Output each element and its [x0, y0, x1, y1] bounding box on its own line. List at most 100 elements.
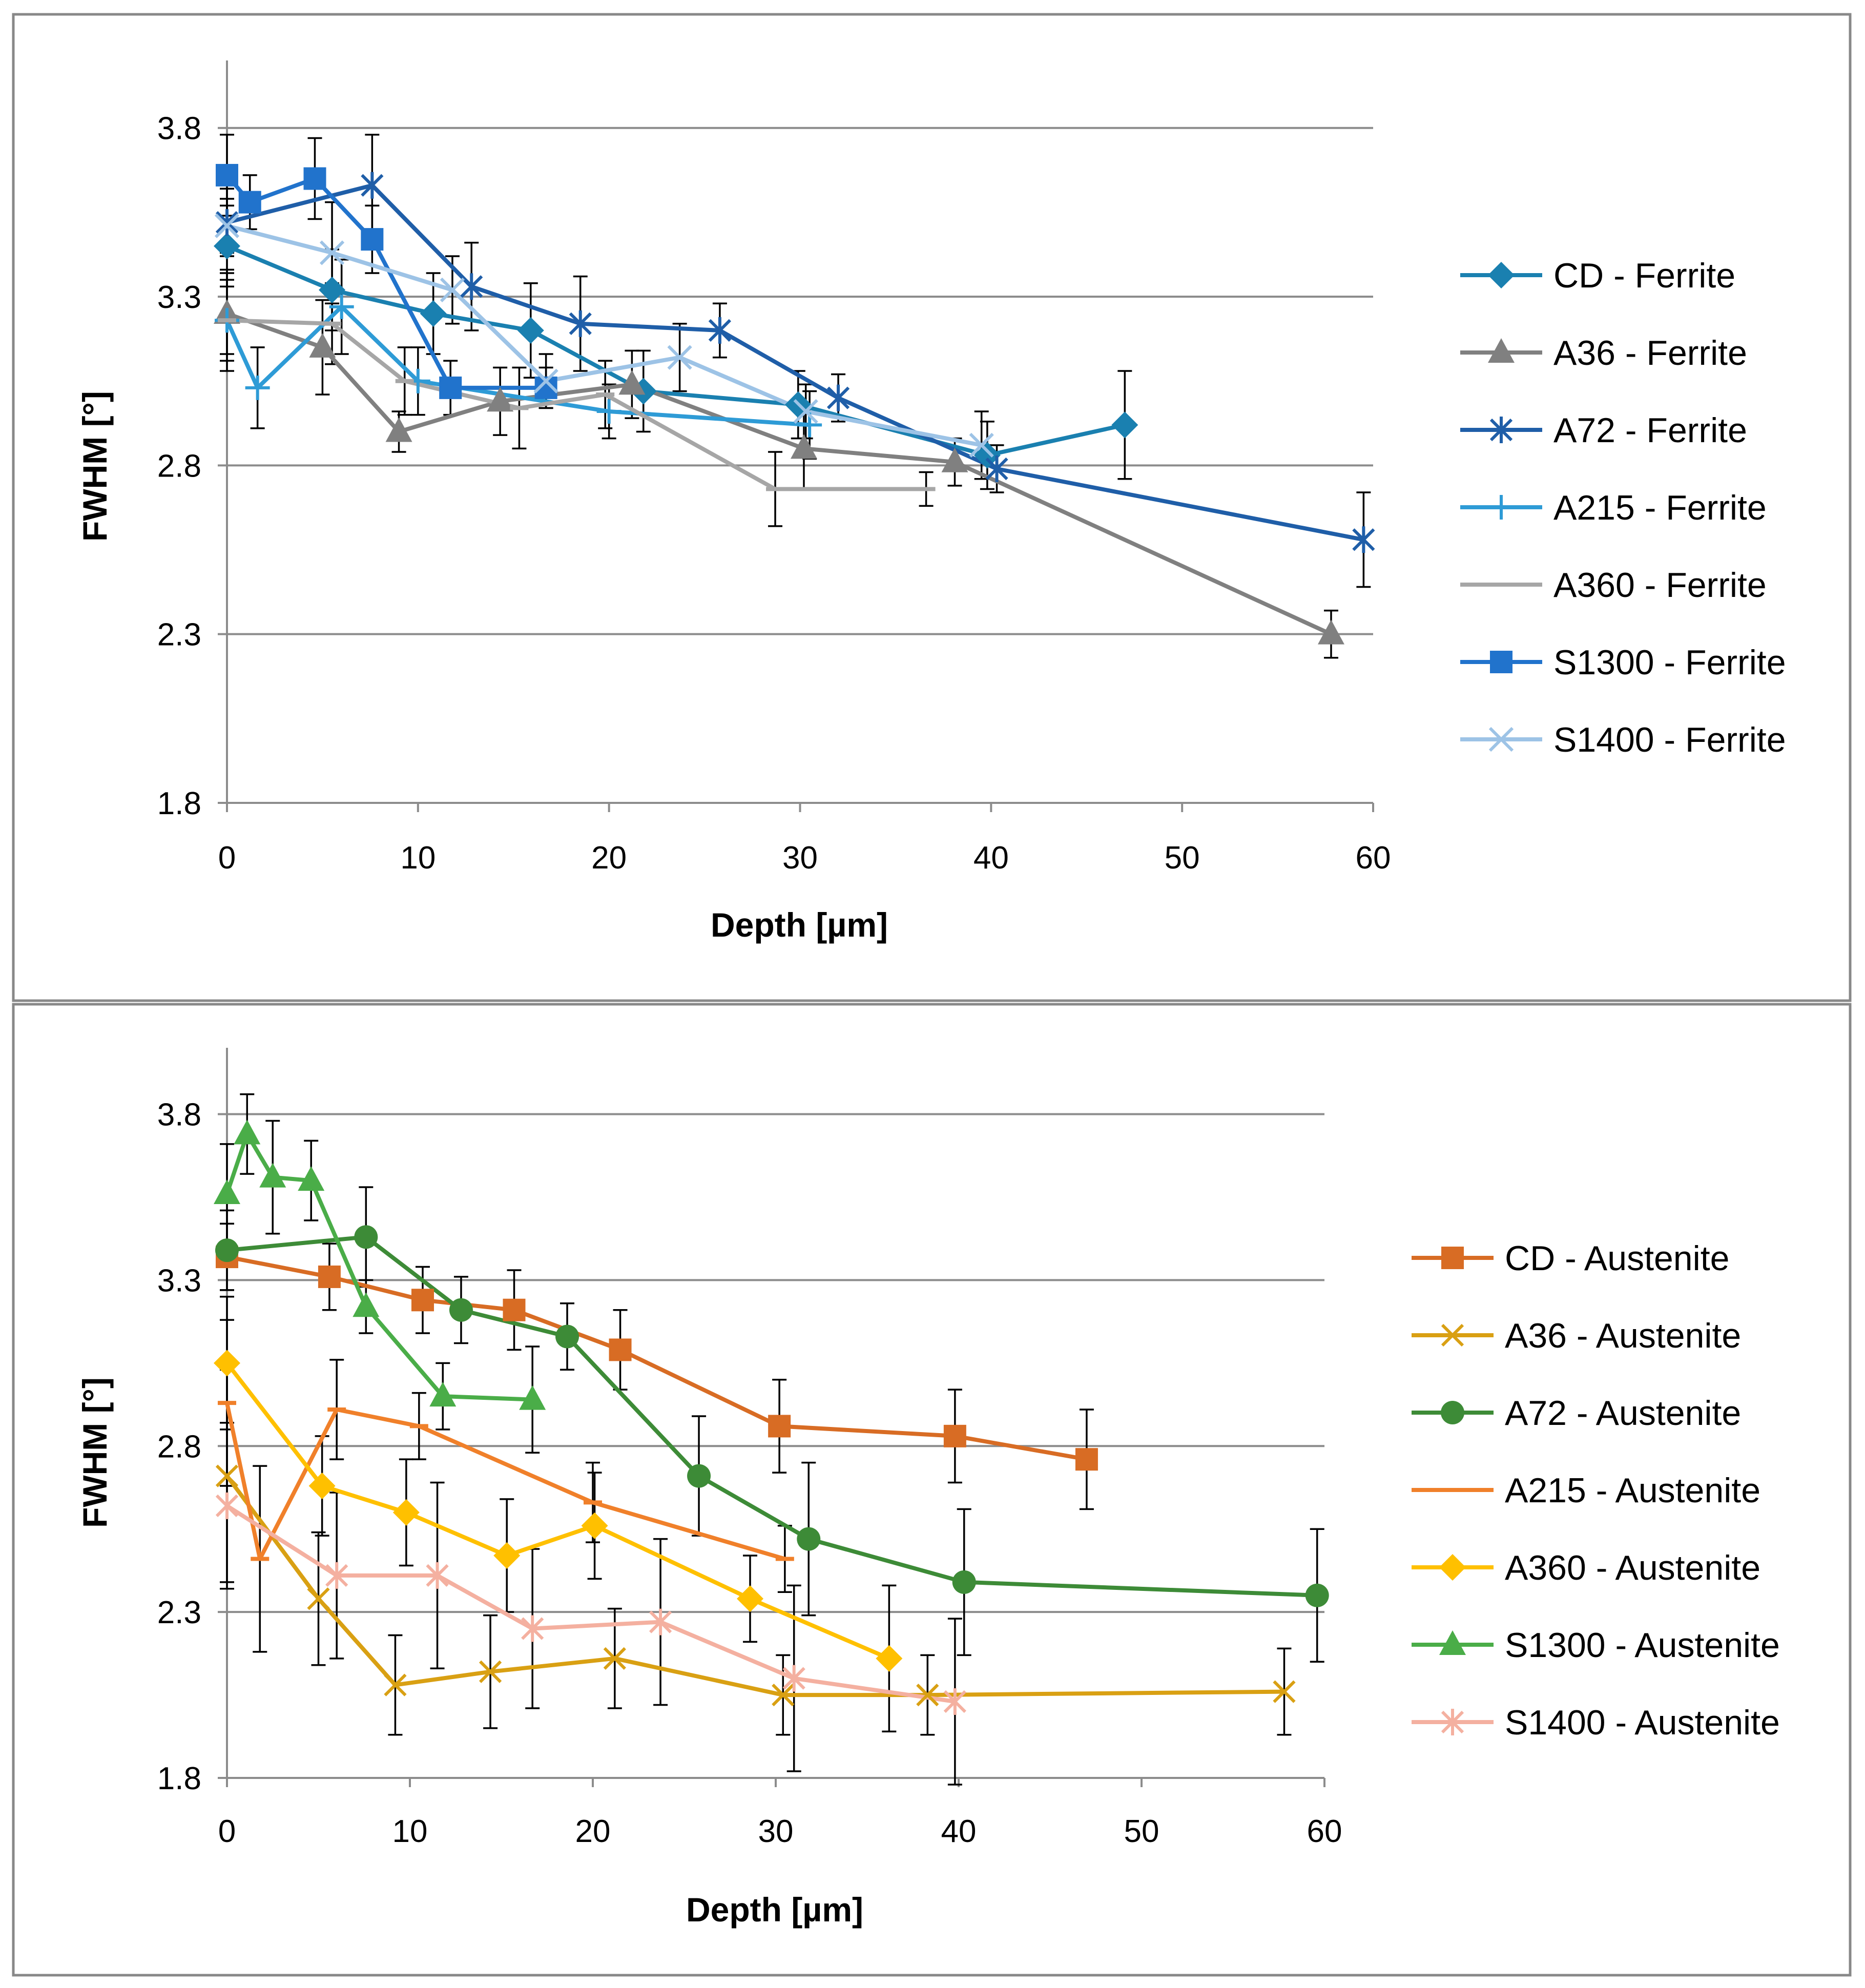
data-point	[793, 399, 818, 424]
legend-swatch-marker	[1441, 1709, 1464, 1735]
data-point	[941, 447, 968, 472]
data-point	[609, 1338, 632, 1361]
data-point	[245, 375, 270, 400]
data-point	[318, 1265, 341, 1288]
legend-label: A360 - Ferrite	[1553, 566, 1767, 605]
x-tick-label: 10	[392, 1814, 428, 1849]
data-point	[517, 317, 544, 344]
x-tick-label: 60	[1307, 1814, 1342, 1849]
data-point	[1317, 619, 1344, 645]
data-point	[479, 1660, 502, 1683]
x-tick-label: 50	[1165, 840, 1200, 876]
data-point	[1075, 1448, 1098, 1471]
x-tick-label: 30	[758, 1814, 794, 1849]
data-point	[521, 1615, 544, 1642]
series-line-a72-austenite	[226, 1235, 1317, 1598]
x-tick-label: 10	[400, 840, 436, 876]
data-point	[449, 1298, 473, 1322]
data-point	[325, 1562, 348, 1589]
data-point	[303, 167, 326, 190]
x-tick-label: 0	[218, 1814, 236, 1849]
error-bars	[220, 1093, 1324, 1786]
data-point	[234, 1120, 261, 1145]
x-tick-label: 20	[575, 1814, 611, 1849]
data-point	[361, 228, 384, 251]
data-point	[667, 345, 692, 370]
data-point	[298, 1166, 325, 1191]
data-point	[214, 1179, 240, 1204]
legend-swatch-marker	[1489, 417, 1513, 443]
data-point	[487, 387, 514, 412]
ferrite-chart-panel: 1.82.32.83.33.80 10 20 30 40 50 60 Depth [µm] …	[12, 13, 1852, 1002]
y-tick-label: 3.3	[157, 1263, 201, 1298]
data-point	[215, 209, 239, 236]
legend-label: S1400 - Ferrite	[1553, 720, 1786, 759]
data-point	[581, 1512, 608, 1539]
data-point	[439, 376, 462, 399]
series-line-a215-austenite	[225, 1402, 785, 1561]
data-point	[503, 1298, 526, 1321]
data-point	[569, 310, 592, 337]
data-point	[533, 368, 558, 394]
series-line-a36-ferrite	[226, 312, 1332, 636]
data-point	[308, 1473, 336, 1499]
tick-labels: 1.8 2.3 2.8 3.3 3.8 0 10 20 30 40 50 60	[157, 111, 1391, 876]
legend-swatch-marker	[1441, 1323, 1464, 1347]
data-point	[411, 1289, 434, 1312]
data-point	[985, 455, 1008, 482]
legend-label: A215 - Ferrite	[1553, 488, 1767, 527]
x-tick-label: 50	[1124, 1814, 1159, 1849]
data-point	[392, 1499, 420, 1526]
data-point	[603, 1647, 626, 1670]
y-tick-label: 3.8	[157, 111, 201, 147]
x-tick-label: 20	[591, 840, 627, 876]
data-point	[952, 1570, 976, 1594]
data-point	[214, 1350, 240, 1377]
data-point	[969, 432, 994, 458]
data-point	[440, 277, 465, 302]
data-point	[361, 172, 384, 199]
legend-swatch-marker	[1490, 651, 1512, 673]
data-point	[943, 1688, 966, 1715]
data-point	[353, 1292, 380, 1317]
legend-swatch-marker	[1441, 1401, 1464, 1424]
data-point	[876, 1645, 903, 1672]
legend-label: CD - Ferrite	[1553, 256, 1735, 295]
data-point	[555, 1324, 579, 1349]
x-tick-label: 0	[218, 840, 236, 876]
y-tick-label: 3.8	[157, 1097, 201, 1133]
data-point	[307, 1587, 330, 1610]
legend-swatch-marker	[1439, 1630, 1466, 1655]
grid	[227, 127, 1373, 635]
data-point	[519, 1385, 546, 1410]
series-markers	[214, 1120, 1329, 1715]
legend-label: S1300 - Austenite	[1505, 1626, 1780, 1665]
data-point	[259, 1163, 286, 1188]
legend-label: CD - Austenite	[1505, 1239, 1729, 1278]
series-line-cd-ferrite	[226, 244, 1126, 458]
data-point	[790, 434, 817, 459]
grid	[227, 1113, 1324, 1613]
data-point	[687, 1464, 711, 1488]
legend-swatch-marker	[1488, 727, 1514, 752]
data-point	[385, 417, 412, 442]
data-point	[772, 1683, 795, 1707]
data-point	[1111, 411, 1138, 439]
data-point	[319, 276, 346, 303]
data-point	[216, 163, 238, 187]
legend-swatch-marker	[1489, 495, 1514, 520]
austenite-chart-panel: 1.82.32.83.33.80 10 20 30 40 50 60 Depth [µm] …	[12, 1003, 1852, 1977]
y-tick-label: 2.3	[157, 617, 201, 653]
data-point	[649, 1608, 672, 1635]
data-point	[1273, 1680, 1296, 1703]
legend-label: A36 - Ferrite	[1553, 334, 1747, 372]
data-point	[215, 1464, 239, 1487]
legend: CD - Ferrite A36 - Ferrite A72 - Ferrite A2…	[1460, 256, 1786, 759]
x-tick-label: 60	[1356, 840, 1391, 876]
data-point	[309, 333, 336, 358]
y-tick-label: 1.8	[157, 1761, 201, 1796]
legend-label: A72 - Austenite	[1505, 1394, 1741, 1433]
data-point	[215, 1492, 239, 1519]
data-point	[596, 399, 621, 424]
